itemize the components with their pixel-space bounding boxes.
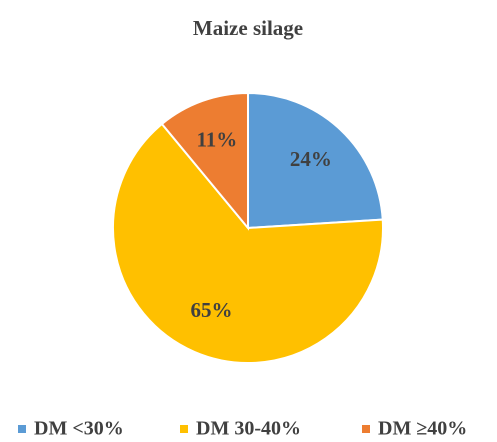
chart-title: Maize silage [193, 16, 303, 40]
legend-label: DM <30% [34, 418, 124, 440]
pie-slice [112, 122, 384, 364]
legend-label: DM ≥40% [378, 418, 467, 440]
legend-marker [362, 425, 370, 433]
legend-marker [18, 425, 26, 433]
data-label: 11% [196, 127, 237, 151]
legend-marker [180, 425, 188, 433]
data-label: 24% [290, 147, 332, 171]
legend-label: DM 30-40% [196, 418, 301, 440]
pie-slice [160, 91, 249, 231]
pie-slice [247, 91, 384, 230]
data-label: 65% [191, 298, 233, 322]
